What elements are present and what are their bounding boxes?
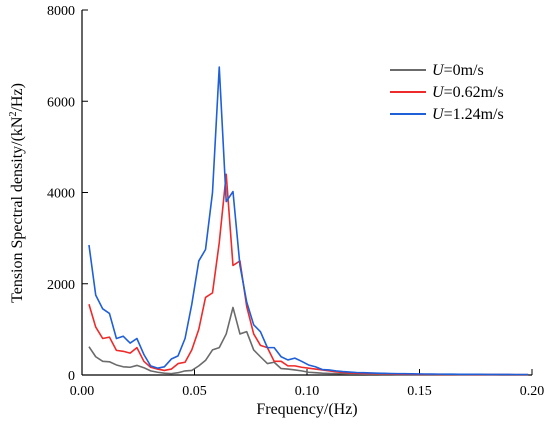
y-tick-label: 6000 — [47, 95, 75, 110]
y-tick-label: 0 — [68, 369, 75, 384]
x-axis-title: Frequency/(Hz) — [256, 401, 357, 418]
x-tick-label: 0.15 — [407, 384, 432, 399]
series-line-3 — [88, 66, 529, 376]
x-ticks: 0.00 0.05 0.10 0.15 0.20 — [70, 369, 545, 399]
y-axis-title: Tension Spectral density/(kN2/Hz) — [8, 83, 26, 303]
y-tick-label: 4000 — [47, 187, 75, 202]
y-axis-title-suffix: /Hz) — [9, 83, 26, 111]
legend: U=0m/s U=0.62m/s U=1.24m/s — [390, 62, 504, 123]
legend-label-2: U=0.62m/s — [432, 84, 504, 101]
y-axis-title-superscript: 2 — [8, 112, 19, 117]
y-axis-title-prefix: Tension Spectral density/(kN — [9, 116, 26, 303]
legend-label-3: U=1.24m/s — [432, 106, 504, 123]
y-tick-label: 2000 — [47, 278, 75, 293]
x-tick-label: 0.10 — [295, 384, 320, 399]
series-group — [88, 66, 529, 376]
y-tick-label: 8000 — [47, 4, 75, 19]
y-ticks: 0 2000 4000 6000 8000 — [47, 4, 88, 384]
x-tick-label: 0.20 — [520, 384, 545, 399]
series-line-2 — [88, 173, 529, 376]
legend-label-1: U=0m/s — [432, 62, 484, 79]
x-tick-label: 0.00 — [70, 384, 95, 399]
x-tick-label: 0.05 — [182, 384, 207, 399]
